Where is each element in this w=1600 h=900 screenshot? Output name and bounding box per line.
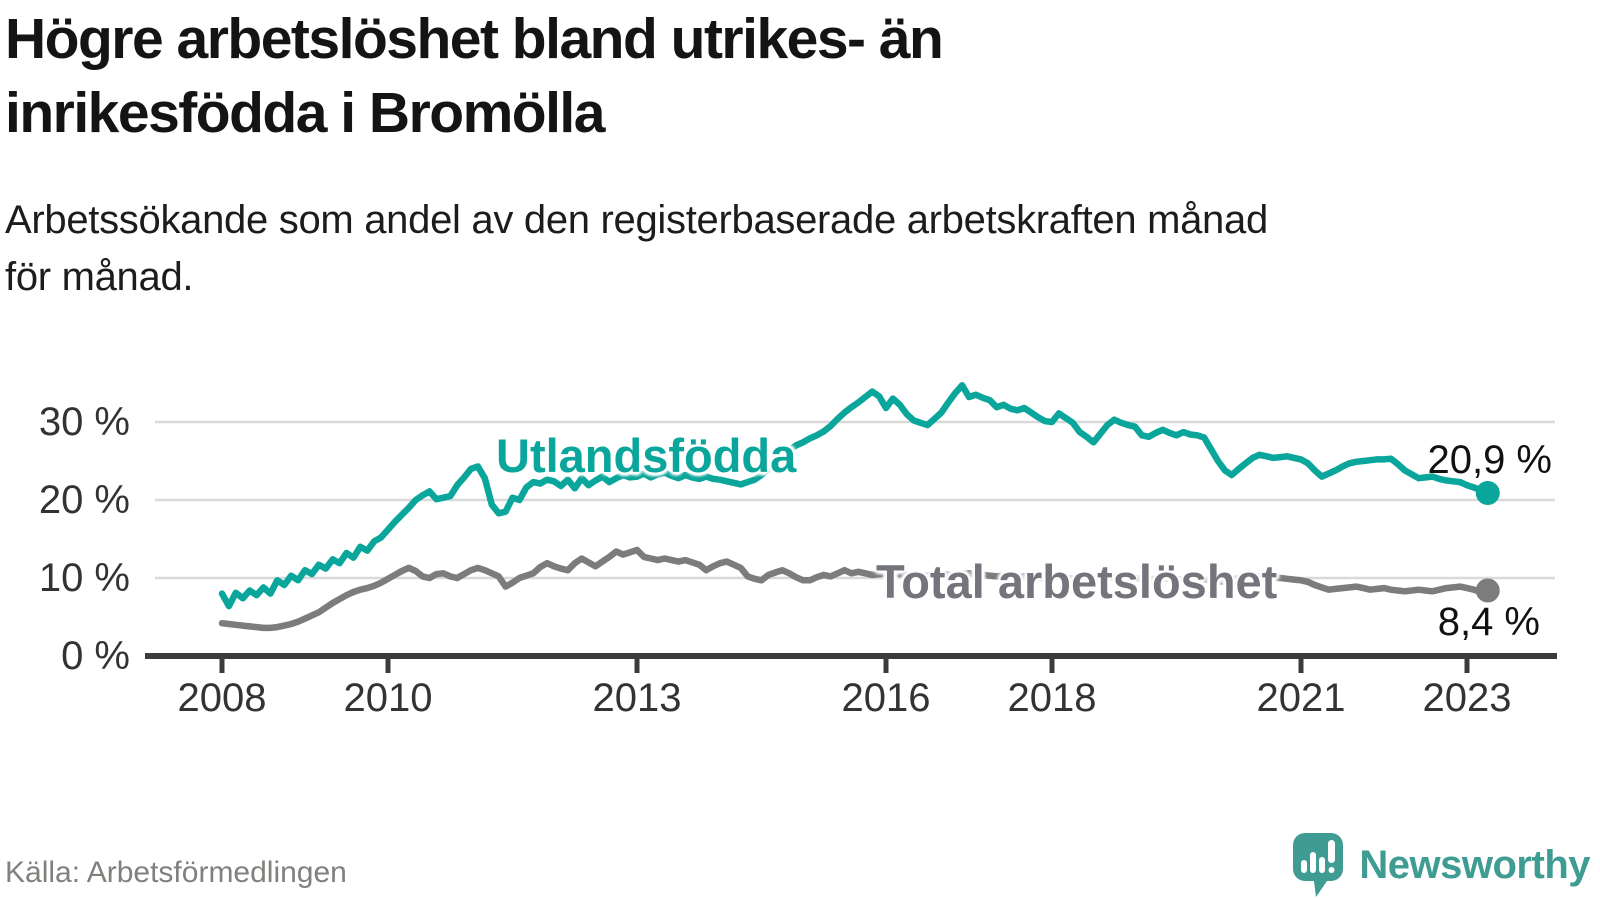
x-tick-label: 2016 <box>841 676 931 720</box>
title-line-1: Högre arbetslöshet bland utrikes- än <box>5 7 944 71</box>
bar-3 <box>1319 857 1326 873</box>
subtitle-line-2: för månad. <box>5 255 194 299</box>
logo-wordmark: Newsworthy <box>1359 843 1590 887</box>
y-tick-label: 10 % <box>38 556 130 600</box>
x-tick-label: 2018 <box>1007 676 1097 720</box>
exclamation-bar <box>1328 840 1336 863</box>
series-label-utlandsfodda: Utlandsfödda <box>496 429 797 482</box>
end-dot-utlandsfodda <box>1475 480 1500 505</box>
series-label-total-arbetsloshet: Total arbetslöshet <box>876 555 1278 608</box>
end-value-total: 8,4 % <box>1437 600 1540 644</box>
bubble-shape <box>1293 833 1344 897</box>
chart-subtitle: Arbetssökande som andel av den registerb… <box>5 192 1565 306</box>
x-tick-label: 2013 <box>592 676 682 720</box>
end-dot-total <box>1475 578 1500 603</box>
exclamation-dot <box>1328 867 1335 873</box>
x-tick-label: 2008 <box>177 676 267 720</box>
y-tick-label: 0 % <box>61 634 130 678</box>
title-line-2: inrikesfödda i Bromölla <box>5 81 605 145</box>
bar-1 <box>1301 860 1308 873</box>
end-value-utlandsfodda: 20,9 % <box>1427 438 1552 482</box>
newsworthy-bubble-icon <box>1293 833 1344 897</box>
newsworthy-logo: Newsworthy <box>1293 832 1590 898</box>
page-title: Högre arbetslöshet bland utrikes- än inr… <box>5 2 1325 150</box>
x-tick-label: 2010 <box>343 676 433 720</box>
bar-2 <box>1310 852 1317 873</box>
subtitle-line-1: Arbetssökande som andel av den registerb… <box>5 198 1268 242</box>
y-tick-label: 30 % <box>38 400 130 444</box>
y-tick-label: 20 % <box>38 478 130 522</box>
series-line-total <box>218 546 1492 632</box>
source-note: Källa: Arbetsförmedlingen <box>5 856 347 889</box>
x-tick-label: 2023 <box>1422 676 1512 720</box>
series-line-utlandsfodda <box>218 382 1492 610</box>
x-tick-label: 2021 <box>1256 676 1346 720</box>
